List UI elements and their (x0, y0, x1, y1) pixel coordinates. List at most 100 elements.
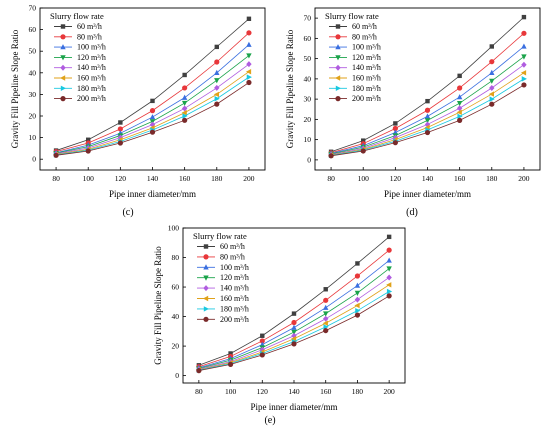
legend-label: 140 m³/h (352, 63, 381, 72)
data-point (354, 302, 360, 309)
y-tick-label: 70 (304, 14, 312, 23)
y-tick-label: 0 (175, 371, 179, 380)
x-tick-label: 140 (147, 174, 159, 183)
data-point (149, 129, 156, 135)
data-point (213, 91, 219, 98)
legend-label: 60 m³/h (77, 22, 102, 31)
data-point (424, 113, 431, 119)
data-point (456, 94, 463, 100)
x-tick-label: 160 (179, 174, 191, 183)
data-point (386, 288, 393, 295)
y-tick-label: 40 (304, 74, 312, 83)
legend-title: Slurry flow rate (193, 231, 247, 241)
legend-label: 200 m³/h (220, 315, 249, 324)
data-point (488, 91, 494, 97)
data-point (214, 69, 220, 75)
data-point (214, 101, 220, 107)
data-point (328, 153, 334, 159)
data-point (322, 320, 328, 326)
data-point (354, 296, 361, 303)
data-point (323, 327, 329, 334)
y-tick-label: 40 (29, 68, 37, 77)
y-tick-label: 60 (304, 34, 312, 43)
data-point (456, 105, 463, 112)
data-point (246, 41, 252, 47)
legend-label: 120 m³/h (352, 53, 381, 62)
legend-label: 80 m³/h (77, 32, 102, 41)
data-point (214, 59, 220, 65)
data-point (424, 107, 431, 113)
data-point (245, 69, 252, 75)
legend-marker (60, 64, 66, 71)
legend-label: 100 m³/h (220, 263, 249, 272)
legend-marker (335, 96, 341, 102)
legend-item: 120 m³/h (329, 53, 381, 62)
legend-marker (335, 24, 341, 29)
data-point (149, 108, 156, 114)
legend-marker (60, 44, 66, 50)
legend-marker (60, 34, 66, 40)
x-tick-label: 180 (486, 174, 498, 183)
data-point (386, 266, 392, 272)
data-point (181, 100, 188, 107)
x-tick-label: 160 (320, 387, 332, 396)
data-point (386, 274, 392, 281)
data-point (424, 118, 431, 124)
y-tick-label: 10 (304, 135, 312, 144)
legend-item: 100 m³/h (197, 263, 249, 272)
data-point (360, 148, 366, 154)
data-point (456, 100, 463, 107)
series-200-m3h (328, 82, 527, 159)
data-point (424, 129, 431, 136)
data-point (520, 70, 527, 76)
data-point (246, 53, 252, 59)
data-point (259, 352, 265, 358)
x-tick-label: 200 (518, 174, 530, 183)
chart-panel-e: 0 20 40 60 80 100 80 100 120 140 160 180 200 Pipe inn… (153, 224, 406, 426)
data-point (521, 82, 527, 88)
data-point (214, 84, 220, 91)
data-point (521, 14, 527, 20)
data-point (355, 307, 361, 314)
data-point (354, 290, 361, 296)
data-point (85, 148, 91, 154)
data-point (246, 79, 252, 86)
legend-item: 180 m³/h (197, 304, 249, 313)
data-point (53, 152, 59, 158)
data-point (291, 329, 297, 336)
x-tick-label: 200 (243, 174, 255, 183)
data-point (260, 333, 265, 338)
x-tick-label: 200 (384, 387, 396, 396)
y-tick-label: 60 (29, 25, 37, 34)
legend-item: 100 m³/h (54, 43, 106, 52)
data-point (149, 121, 156, 128)
y-tick-label: 30 (304, 95, 312, 104)
y-tick-label: 0 (307, 155, 311, 164)
legend-marker (203, 244, 209, 249)
data-point (291, 311, 297, 316)
y-tick-label: 30 (29, 90, 37, 99)
legend-marker (335, 85, 341, 91)
y-tick-label: 20 (304, 115, 312, 124)
x-tick-label: 120 (390, 174, 402, 183)
y-tick-label: 60 (172, 283, 180, 292)
data-point (457, 85, 463, 91)
data-point (214, 96, 220, 102)
legend-label: 60 m³/h (352, 22, 377, 31)
data-point (86, 137, 91, 142)
legend-marker (60, 85, 66, 91)
legend-marker (335, 55, 341, 61)
legend-marker (203, 316, 209, 322)
legend-marker (203, 264, 209, 270)
legend-item: 140 m³/h (197, 284, 249, 293)
y-tick-label: 80 (172, 253, 180, 262)
x-tick-label: 140 (288, 387, 300, 396)
x-tick-label: 160 (454, 174, 466, 183)
y-axis-label: Gravity Fill Pipeline Slope Ratio (285, 29, 295, 148)
legend-label: 160 m³/h (352, 74, 381, 83)
y-tick-label: 50 (304, 54, 312, 63)
legend-item: 60 m³/h (329, 22, 377, 31)
legend-label: 180 m³/h (77, 84, 106, 93)
chart-panel-d: 0 10 20 30 40 50 60 70 80 100 120 140 160 180 200 Pipe … (285, 7, 541, 218)
